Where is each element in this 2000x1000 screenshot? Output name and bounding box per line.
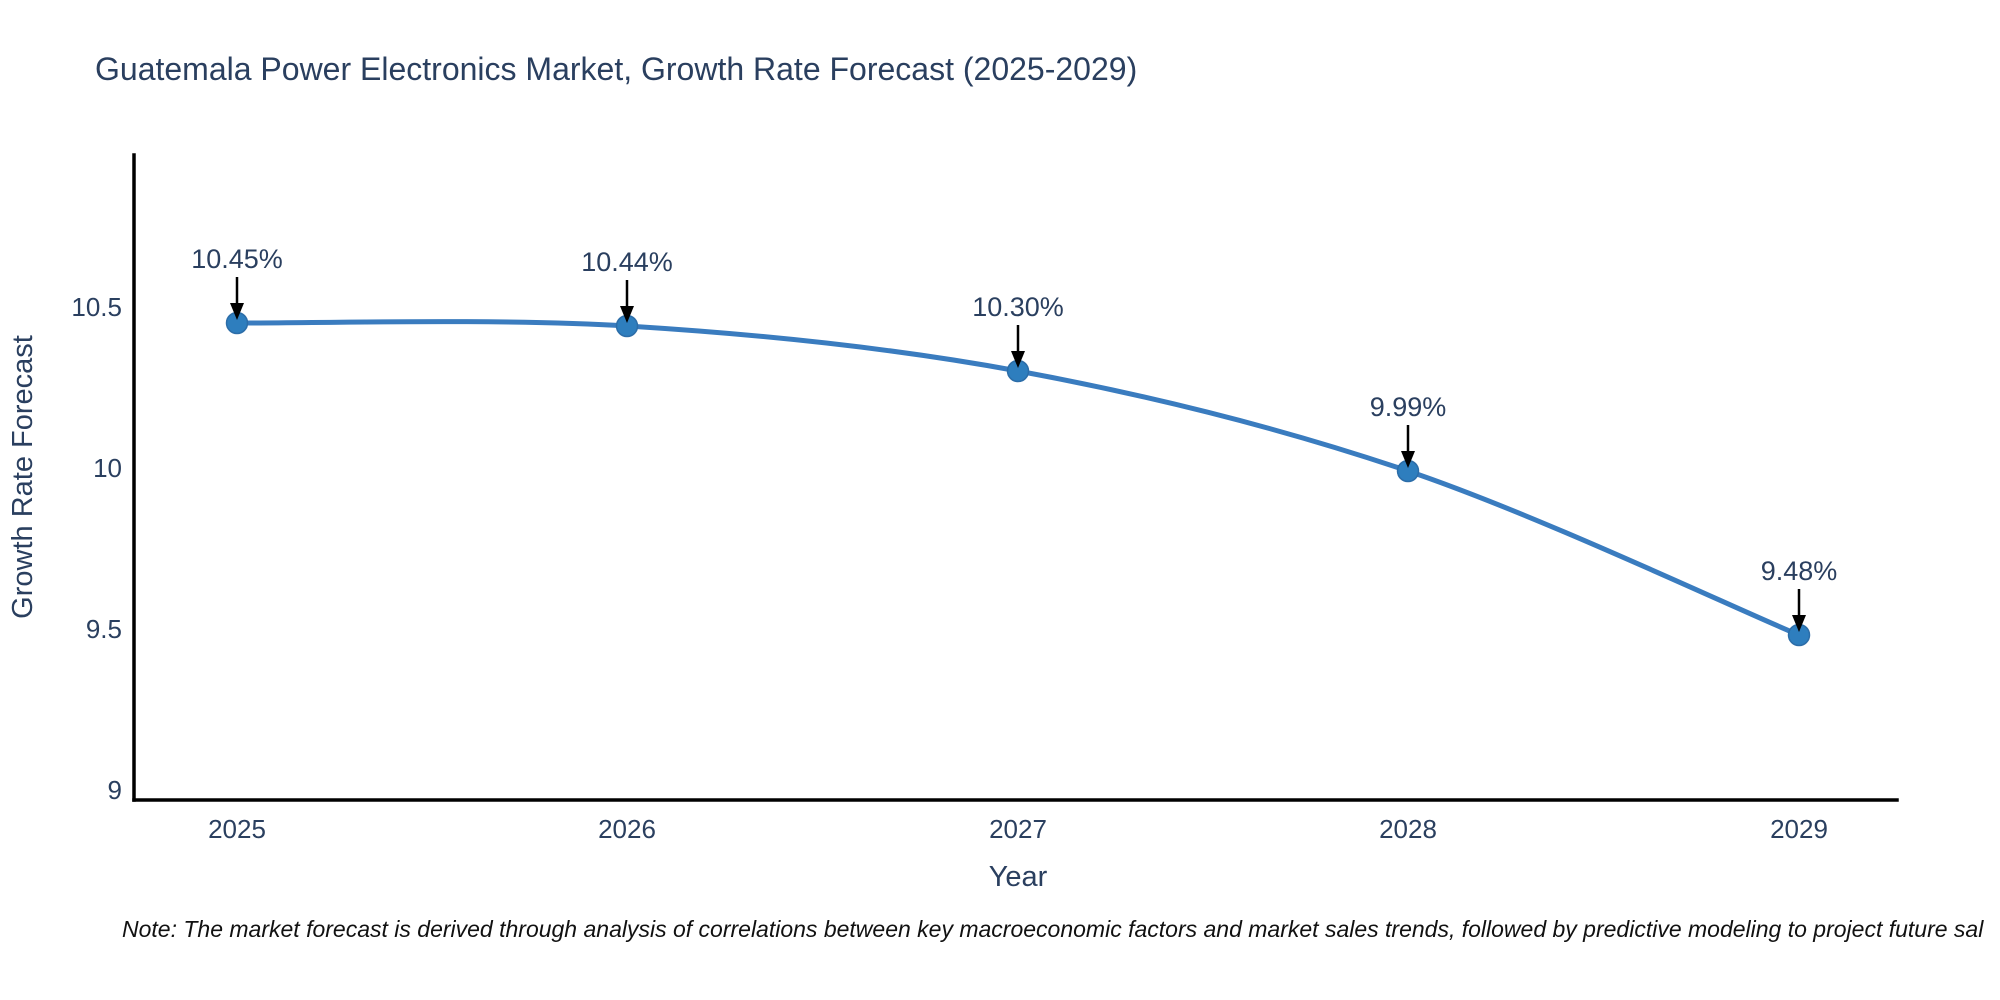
y-tick-label: 10.5: [71, 292, 122, 322]
point-label: 9.48%: [1761, 556, 1838, 586]
point-label: 9.99%: [1370, 392, 1447, 422]
y-axis-title: Growth Rate Forecast: [7, 335, 39, 619]
arrow-head-icon: [1792, 615, 1806, 632]
point-label: 10.44%: [581, 247, 673, 277]
x-tick-label: 2029: [1770, 814, 1828, 844]
arrow-head-icon: [1401, 451, 1415, 468]
y-tick-label: 9: [108, 775, 122, 805]
y-tick-label: 10: [93, 453, 122, 483]
arrow-head-icon: [620, 306, 634, 323]
annotation-2026: 10.44%: [581, 247, 673, 323]
x-tick-label: 2027: [989, 814, 1047, 844]
annotation-2028: 9.99%: [1370, 392, 1447, 468]
footnote: Note: The market forecast is derived thr…: [122, 916, 1984, 942]
annotation-2029: 9.48%: [1761, 556, 1838, 632]
point-label: 10.30%: [972, 292, 1064, 322]
y-tick-label: 9.5: [86, 614, 122, 644]
annotation-2025: 10.45%: [191, 244, 283, 320]
x-axis-title: Year: [989, 861, 1048, 893]
arrow-head-icon: [230, 303, 244, 320]
x-tick-label: 2028: [1379, 814, 1437, 844]
arrow-head-icon: [1011, 351, 1025, 368]
chart-title: Guatemala Power Electronics Market, Grow…: [95, 51, 1137, 87]
x-tick-label: 2026: [598, 814, 656, 844]
point-label: 10.45%: [191, 244, 283, 274]
annotation-2027: 10.30%: [972, 292, 1064, 368]
x-tick-label: 2025: [208, 814, 266, 844]
